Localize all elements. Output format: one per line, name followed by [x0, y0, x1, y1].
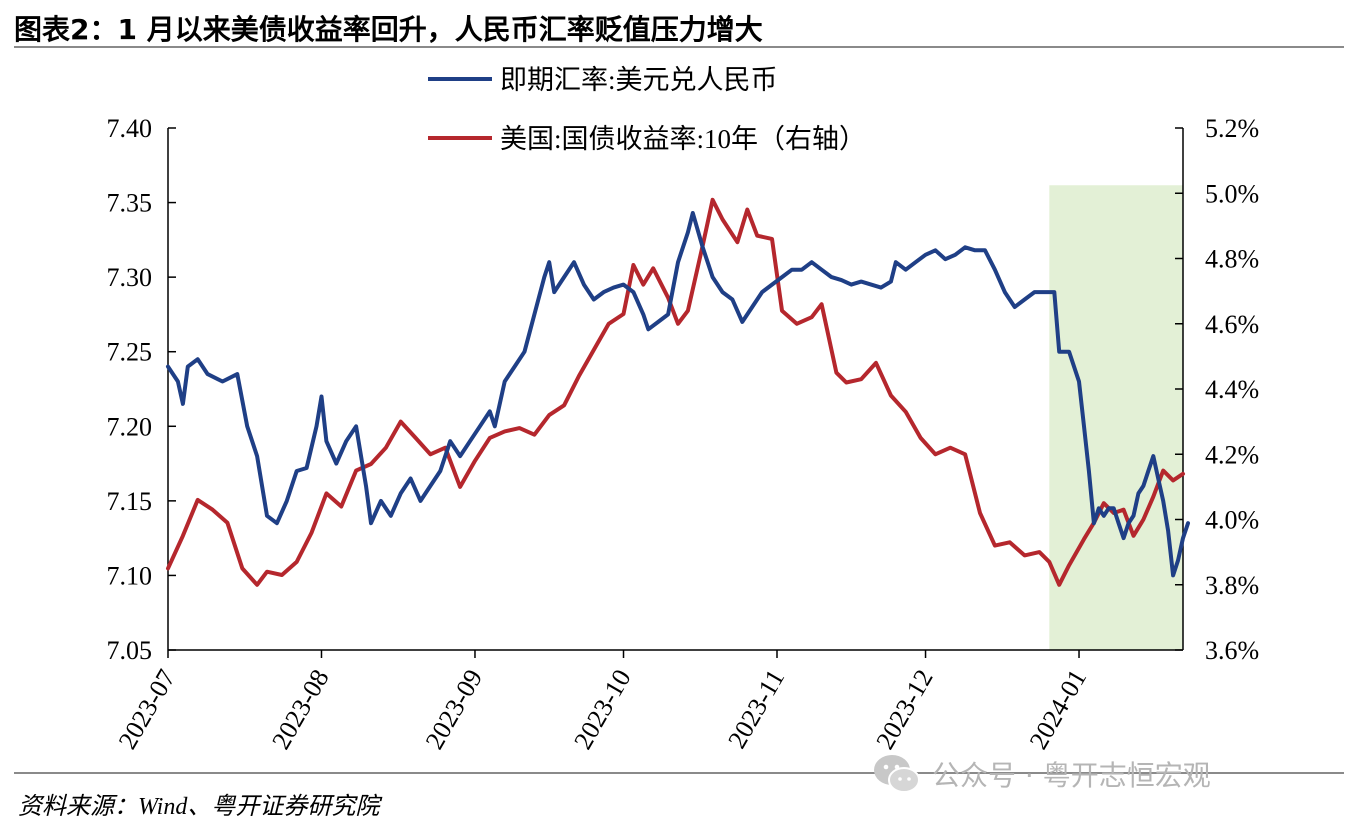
series-line-ust-10y — [166, 197, 1185, 587]
plot-area — [166, 197, 1190, 587]
wechat-icon — [874, 755, 920, 793]
legend-label-cny: 即期汇率:美元兑人民币 — [500, 65, 778, 95]
x-tick-label: 2023-09 — [420, 665, 488, 755]
y-left-tick-label: 7.05 — [107, 636, 153, 665]
y-right-tick-label: 4.2% — [1205, 440, 1259, 469]
legend: 即期汇率:美元兑人民币 美国:国债收益率:10年（右轴） — [428, 65, 866, 154]
y-right-tick-label: 4.8% — [1205, 245, 1259, 274]
y-right-tick-label: 3.6% — [1205, 636, 1259, 665]
y-right-tick-label: 4.0% — [1205, 506, 1259, 535]
figure-title: 图表2：1 月以来美债收益率回升，人民币汇率贬值压力增大 — [14, 13, 763, 46]
watermark: 公众号 · 粤开志恒宏观 — [872, 752, 1211, 796]
x-tick-label: 2023-11 — [722, 665, 790, 754]
legend-label-ust: 美国:国债收益率:10年（右轴） — [500, 124, 866, 154]
x-tick-label: 2023-08 — [266, 665, 334, 755]
y-right-tick-label: 5.2% — [1205, 114, 1259, 143]
y-left-tick-label: 7.30 — [107, 263, 153, 292]
y-right-tick-label: 4.6% — [1205, 310, 1259, 339]
x-tick-label: 2023-12 — [870, 665, 938, 755]
x-tick-label: 2023-10 — [568, 665, 636, 755]
title-divider — [14, 46, 1344, 48]
y-left-tick-label: 7.35 — [107, 189, 153, 218]
y-left-tick-label: 7.40 — [107, 114, 153, 143]
y-left-tick-label: 7.10 — [107, 561, 153, 590]
y-left-tick-label: 7.15 — [107, 487, 153, 516]
y-left-tick-label: 7.25 — [107, 338, 153, 367]
source-divider — [14, 772, 1344, 774]
y-right-tick-label: 5.0% — [1205, 179, 1259, 208]
y-right-tick-label: 4.4% — [1205, 375, 1259, 404]
x-tick-label: 2024-01 — [1024, 665, 1092, 755]
y-right-tick-label: 3.8% — [1205, 571, 1259, 600]
y-left-tick-label: 7.20 — [107, 412, 153, 441]
series-line-usdcny — [166, 211, 1190, 578]
highlight-region — [1049, 185, 1183, 650]
source-note: 资料来源：Wind、粤开证券研究院 — [18, 794, 380, 820]
x-tick-label: 2023-07 — [113, 665, 181, 755]
watermark-text: 公众号 · 粤开志恒宏观 — [932, 759, 1211, 792]
